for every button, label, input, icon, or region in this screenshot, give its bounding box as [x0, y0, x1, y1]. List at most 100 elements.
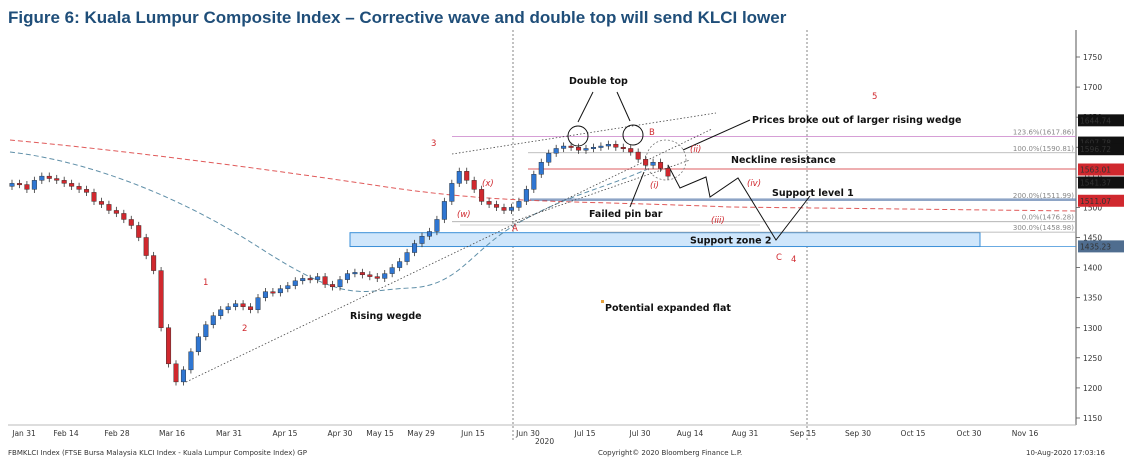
moving-average-blue [9, 151, 651, 292]
candle-body [583, 148, 589, 151]
wedge-lower-line [185, 128, 713, 383]
wave-label-x: (x) [482, 179, 494, 189]
candle-body [590, 147, 596, 149]
candle-body [180, 369, 186, 383]
y-tick-label: 1750 [1083, 53, 1102, 62]
x-tick-label: Aug 14 [677, 429, 704, 438]
double-top-arrow-left [577, 91, 594, 123]
candle-body [546, 153, 552, 163]
candle-body [576, 147, 582, 151]
y-tick-label: 1350 [1083, 294, 1102, 303]
candle-body [270, 291, 276, 294]
x-tick-label: Oct 15 [901, 429, 926, 438]
breakout-circle [645, 139, 687, 181]
fib-level-label: 0.0%(1476.28) [1022, 214, 1074, 222]
double-top-arrow-right [616, 91, 631, 122]
y-tick-label: 1250 [1083, 354, 1102, 363]
projected-wave-path [667, 164, 811, 241]
candle-body [16, 183, 22, 186]
candle-body [456, 171, 462, 184]
candle-body [225, 306, 231, 310]
price-tag-label: 1596.72 [1080, 145, 1111, 154]
candle-body [54, 178, 60, 181]
candle-body [643, 159, 649, 166]
candle-body [523, 189, 529, 202]
x-tick-label: Aug 31 [732, 429, 759, 438]
candle-body [471, 180, 477, 190]
candle-body [143, 237, 149, 256]
failed-pin-bar-label: Failed pin bar [589, 209, 663, 220]
y-tick-label: 1400 [1083, 264, 1102, 273]
wave-label-1: 1 [203, 278, 208, 288]
candle-body [568, 145, 574, 148]
wedge-upper-line [451, 112, 717, 155]
breakout-arrow [682, 119, 751, 151]
wave-label-w: (w) [457, 210, 471, 220]
candle-body [166, 327, 172, 365]
candle-body [113, 210, 119, 214]
candle-body [210, 315, 216, 325]
candle-body [277, 288, 283, 294]
footer-copyright: Copyright© 2020 Bloomberg Finance L.P. [598, 449, 742, 457]
candle-body [76, 186, 82, 190]
rising-wedge-label: Rising wegde [350, 311, 422, 322]
candle-body [508, 207, 514, 211]
double-top-label: Double top [569, 76, 628, 87]
price-tag [1078, 114, 1124, 127]
price-tag-label: 1511.07 [1080, 197, 1111, 206]
fib-level-label: 200.0%(1511.99) [1013, 192, 1074, 200]
x-tick-label: Jun 30 [515, 429, 540, 438]
price-tag [1078, 143, 1124, 156]
candle-body [441, 201, 447, 220]
x-tick-label: Apr 15 [273, 429, 298, 438]
candle-body [374, 276, 380, 279]
candle-body [203, 324, 209, 337]
x-tick-label: Jul 15 [574, 429, 596, 438]
candle-body [367, 274, 373, 277]
wave-label-a: A [512, 224, 518, 234]
support-level-1-label: Support level 1 [772, 188, 854, 199]
candle-body [9, 183, 15, 187]
x-tick-label: Jun 15 [460, 429, 485, 438]
x-tick-label: May 15 [366, 429, 394, 438]
candle-body [628, 148, 634, 153]
wave-label-i: (i) [650, 181, 659, 191]
candle-body [426, 231, 432, 237]
failed-pin-arrow [629, 171, 645, 208]
x-tick-label: Nov 16 [1012, 429, 1039, 438]
x-tick-label: Sep 30 [845, 429, 871, 438]
x-tick-label: Mar 31 [216, 429, 242, 438]
expanded-flat-marker [601, 300, 604, 303]
price-tag [1078, 194, 1124, 207]
candle-body [605, 144, 611, 147]
x-tick-label: Feb 14 [53, 429, 78, 438]
candle-body [635, 151, 641, 160]
candle-body [188, 351, 194, 371]
double-top-circle-right [622, 124, 644, 146]
x-tick-label: Jul 30 [629, 429, 651, 438]
candle-body [292, 280, 298, 286]
wave-label-b: B [649, 128, 655, 138]
candle-body [84, 189, 90, 193]
price-tag-label: 1563.01 [1080, 166, 1111, 175]
candle-body [397, 261, 403, 268]
price-tag [1078, 176, 1124, 189]
candle-body [389, 267, 395, 274]
candle-body [330, 284, 336, 288]
candle-body [494, 204, 500, 208]
candle-body [531, 174, 537, 190]
price-tag [1078, 240, 1124, 253]
candle-body [486, 201, 492, 205]
y-tick-label: 1300 [1083, 324, 1102, 333]
footer-source: FBMKLCI Index (FTSE Bursa Malaysia KLCI … [8, 449, 307, 457]
x-tick-label: Sep 15 [790, 429, 816, 438]
candle-body [98, 201, 104, 205]
candle-body [449, 183, 455, 202]
wave-label-4: 4 [791, 255, 796, 265]
wave-label-iv: (iv) [747, 179, 761, 189]
candle-body [598, 145, 604, 148]
wave-label-2: 2 [242, 324, 247, 334]
x-tick-label: Mar 16 [159, 429, 185, 438]
candle-body [136, 225, 142, 238]
double-top-circle-left [567, 125, 589, 147]
